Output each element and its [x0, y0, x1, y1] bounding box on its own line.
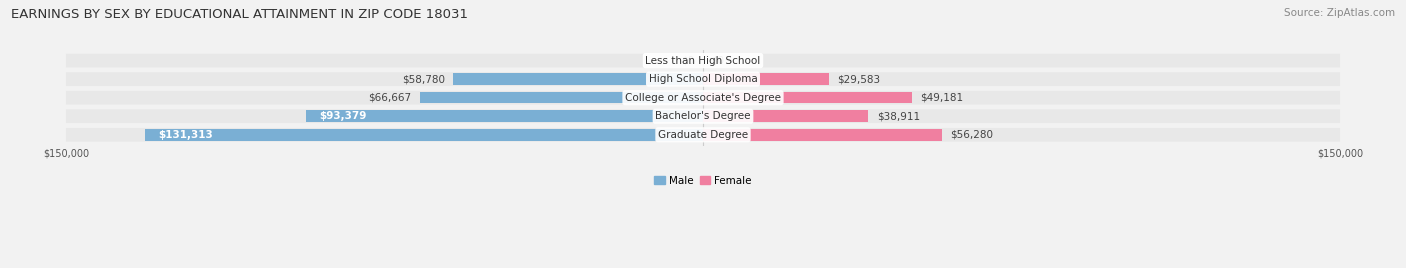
Bar: [453, 73, 703, 85]
Text: $0: $0: [711, 55, 724, 66]
Text: $38,911: $38,911: [877, 111, 920, 121]
Text: $66,667: $66,667: [368, 93, 412, 103]
Bar: [307, 110, 703, 122]
Text: $93,379: $93,379: [319, 111, 367, 121]
Text: $29,583: $29,583: [837, 74, 880, 84]
Bar: [703, 92, 912, 103]
Text: $131,313: $131,313: [157, 130, 212, 140]
Bar: [145, 129, 703, 140]
Text: Bachelor's Degree: Bachelor's Degree: [655, 111, 751, 121]
Bar: [420, 92, 703, 103]
Legend: Male, Female: Male, Female: [650, 172, 756, 190]
Text: $0: $0: [682, 55, 695, 66]
FancyBboxPatch shape: [66, 109, 1340, 123]
Text: $56,280: $56,280: [950, 130, 994, 140]
Text: Source: ZipAtlas.com: Source: ZipAtlas.com: [1284, 8, 1395, 18]
Text: College or Associate's Degree: College or Associate's Degree: [626, 93, 780, 103]
Text: $58,780: $58,780: [402, 74, 444, 84]
Bar: [703, 129, 942, 140]
FancyBboxPatch shape: [66, 72, 1340, 86]
Text: EARNINGS BY SEX BY EDUCATIONAL ATTAINMENT IN ZIP CODE 18031: EARNINGS BY SEX BY EDUCATIONAL ATTAINMEN…: [11, 8, 468, 21]
FancyBboxPatch shape: [66, 91, 1340, 105]
Text: High School Diploma: High School Diploma: [648, 74, 758, 84]
Bar: [703, 73, 828, 85]
Bar: [703, 110, 869, 122]
Text: Less than High School: Less than High School: [645, 55, 761, 66]
FancyBboxPatch shape: [66, 128, 1340, 142]
Text: $49,181: $49,181: [921, 93, 963, 103]
Text: Graduate Degree: Graduate Degree: [658, 130, 748, 140]
FancyBboxPatch shape: [66, 54, 1340, 68]
